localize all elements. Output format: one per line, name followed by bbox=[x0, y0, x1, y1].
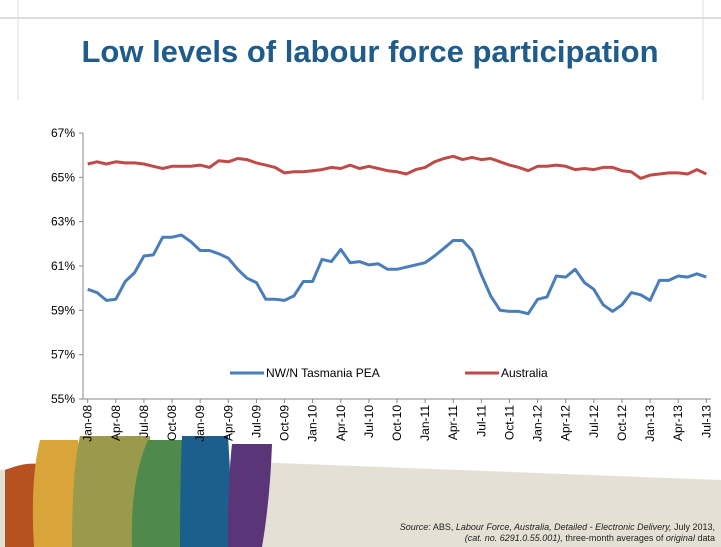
x-tick-label: Jul-10 bbox=[362, 405, 376, 438]
x-tick-label: Oct-09 bbox=[278, 405, 292, 441]
source-text: data bbox=[697, 533, 715, 543]
x-tick-label: Jul-13 bbox=[699, 405, 713, 438]
x-tick-label: Oct-11 bbox=[502, 405, 516, 440]
x-tick-label: Apr-09 bbox=[221, 405, 235, 441]
source-text: three-month averages of bbox=[565, 533, 663, 543]
source-text: Source: bbox=[400, 522, 431, 532]
x-tick-label: Jul-09 bbox=[249, 405, 263, 438]
y-tick-label: 67% bbox=[51, 126, 75, 140]
x-tick-label: Jan-10 bbox=[306, 405, 320, 442]
source-text: (cat. no. 6291.0.55.001), bbox=[465, 533, 563, 543]
x-tick-label: Jul-11 bbox=[474, 405, 488, 437]
y-tick-label: 63% bbox=[51, 215, 75, 229]
x-tick-label: Jul-12 bbox=[587, 405, 601, 438]
x-tick-label: Apr-10 bbox=[334, 405, 348, 441]
source-text: ABS, bbox=[433, 522, 454, 532]
x-tick-label: Oct-10 bbox=[390, 405, 404, 441]
series-line bbox=[88, 156, 707, 178]
y-tick-label: 55% bbox=[51, 392, 75, 406]
x-tick-label: Jan-08 bbox=[81, 405, 95, 442]
x-tick-label: Jul-08 bbox=[137, 405, 151, 438]
y-tick-label: 57% bbox=[51, 348, 75, 362]
x-tick-label: Apr-08 bbox=[109, 405, 123, 441]
y-tick-label: 65% bbox=[51, 170, 75, 184]
series-line bbox=[88, 235, 707, 314]
x-tick-label: Jan-13 bbox=[643, 405, 657, 442]
slide: Low levels of labour force participation… bbox=[0, 0, 721, 547]
chart: Low levels of labour force participation… bbox=[0, 0, 721, 547]
source-text: Labour Force, Australia, Detailed - Elec… bbox=[456, 522, 672, 532]
x-tick-label: Apr-13 bbox=[671, 405, 685, 441]
source-text: July 2013, bbox=[674, 522, 715, 532]
x-tick-label: Apr-12 bbox=[559, 405, 573, 441]
x-tick-label: Apr-11 bbox=[446, 405, 460, 440]
x-tick-label: Oct-08 bbox=[165, 405, 179, 441]
x-tick-label: Jan-12 bbox=[531, 405, 545, 442]
y-tick-label: 59% bbox=[51, 303, 75, 317]
legend-label: Australia bbox=[501, 366, 548, 380]
legend-label: NW/N Tasmania PEA bbox=[266, 366, 380, 380]
source-note: Source: ABS, Labour Force, Australia, De… bbox=[400, 522, 715, 544]
chart-title: Low levels of labour force participation bbox=[81, 34, 658, 69]
x-tick-label: Oct-12 bbox=[615, 405, 629, 441]
source-text: original bbox=[666, 533, 695, 543]
y-tick-label: 61% bbox=[51, 259, 75, 273]
x-tick-label: Jan-11 bbox=[418, 405, 432, 441]
x-tick-label: Jan-09 bbox=[193, 405, 207, 442]
